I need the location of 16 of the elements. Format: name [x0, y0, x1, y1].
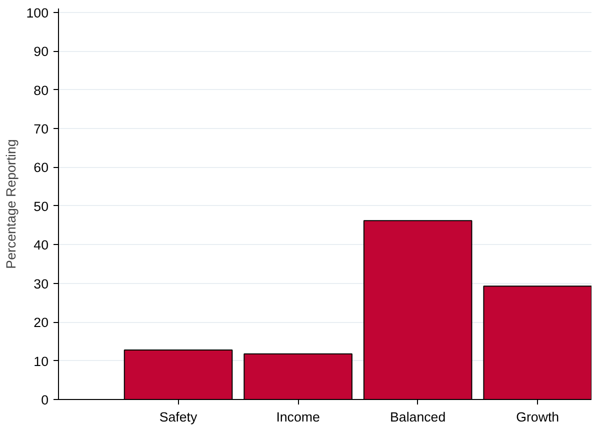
- y-tick-label: 30: [34, 276, 49, 292]
- y-tick-label: 10: [34, 354, 49, 369]
- x-tick-label: Safety: [159, 410, 198, 424]
- x-tick-label: Balanced: [390, 410, 446, 424]
- y-tick-label: 80: [34, 82, 49, 98]
- y-tick-label: 60: [34, 160, 49, 176]
- y-tick-label: 40: [34, 238, 49, 253]
- x-tick-label: Growth: [516, 410, 560, 424]
- x-tick-label: Income: [276, 410, 320, 424]
- y-tick-label: 50: [34, 198, 49, 214]
- y-tick-label: 20: [34, 315, 49, 330]
- y-axis-title: Percentage Reporting: [3, 139, 18, 269]
- y-tick-label: 70: [34, 122, 49, 137]
- y-tick-label: 100: [26, 5, 49, 20]
- y-tick-label: 90: [34, 44, 49, 60]
- y-tick-label: 0: [41, 392, 49, 408]
